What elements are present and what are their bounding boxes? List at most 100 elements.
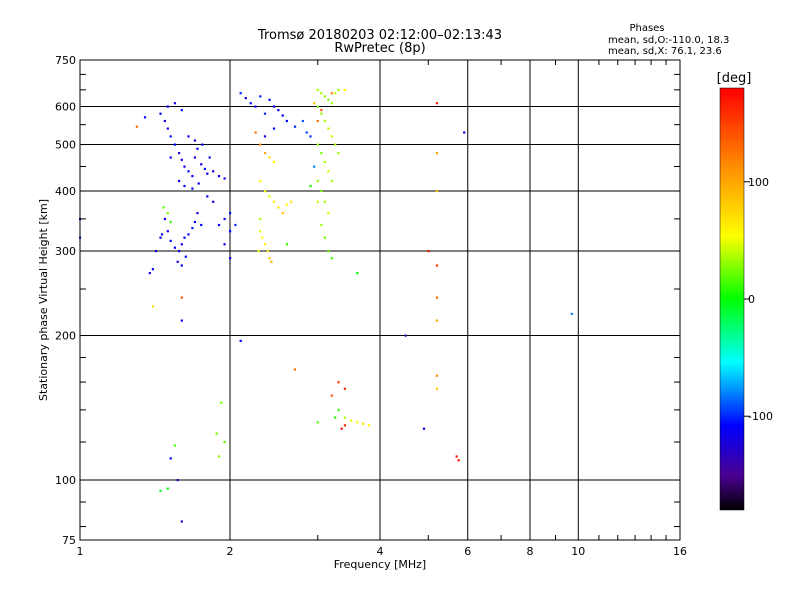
data-point [178, 179, 181, 183]
x-tick-label: 8 [527, 545, 534, 558]
data-point [191, 187, 194, 190]
stats-line-x: mean, sd,X: 76.1, 23.6 [608, 46, 722, 57]
data-point [334, 92, 337, 95]
x-tick-label: 2 [227, 545, 234, 558]
data-point [272, 105, 276, 108]
data-point [183, 236, 186, 239]
data-point [316, 200, 319, 203]
colorbar-tick-label: 100 [748, 176, 769, 189]
data-point [435, 102, 438, 105]
data-point [316, 421, 319, 424]
data-point [457, 459, 460, 462]
data-point [166, 105, 169, 108]
data-point [435, 190, 438, 193]
grid-lines [80, 60, 680, 540]
chart-subtitle: RwPretec (8p) [334, 41, 425, 56]
data-point [301, 119, 304, 123]
data-point [162, 206, 165, 209]
y-tick-label: 600 [55, 101, 76, 114]
data-point [143, 116, 147, 119]
data-point [259, 230, 262, 233]
data-point [435, 296, 438, 299]
data-point [180, 158, 183, 161]
data-point [229, 212, 232, 215]
data-point [257, 250, 260, 253]
data-point [261, 236, 264, 239]
x-tick-labels: 1 2 4 6 8 10 16 [77, 545, 688, 558]
data-point [327, 212, 330, 215]
colorbar-unit-label: [deg] [717, 71, 752, 86]
data-point [316, 105, 319, 108]
data-point [223, 177, 226, 180]
data-point [343, 424, 346, 427]
data-point [330, 394, 333, 397]
data-point [463, 131, 466, 134]
data-point [367, 424, 371, 427]
data-point [320, 190, 323, 193]
data-point [337, 381, 340, 384]
y-tick-label: 400 [55, 185, 76, 198]
data-point [281, 114, 284, 117]
data-point [272, 160, 276, 164]
data-point [277, 109, 280, 112]
data-point [193, 139, 196, 142]
data-point [217, 223, 221, 227]
data-point [212, 170, 215, 173]
x-tick-label: 10 [571, 545, 585, 558]
data-point [135, 125, 138, 128]
data-point [206, 195, 209, 198]
data-point [268, 98, 271, 101]
data-point [169, 156, 172, 159]
data-points [79, 88, 573, 523]
x-tick-label: 1 [77, 545, 84, 558]
data-point [334, 416, 337, 419]
data-point [200, 163, 203, 166]
stats-header: Phases [629, 23, 664, 34]
data-point [268, 257, 271, 260]
x-tick-label: 6 [464, 545, 471, 558]
data-point [343, 88, 346, 91]
data-point [263, 243, 267, 246]
data-point [212, 200, 215, 203]
data-point [173, 143, 176, 146]
data-point [309, 184, 312, 188]
data-point [151, 268, 154, 271]
y-tick-labels: 75 100 200 300 400 500 600 750 [55, 54, 76, 547]
data-point [281, 212, 284, 215]
data-point [159, 236, 162, 239]
data-point [320, 92, 323, 95]
data-point [263, 112, 267, 115]
data-point [187, 170, 190, 173]
data-point [187, 233, 190, 236]
data-point [337, 88, 340, 91]
data-point [404, 334, 407, 337]
data-point [187, 135, 190, 138]
data-point [327, 250, 330, 253]
data-point [183, 165, 186, 168]
data-point [254, 105, 257, 108]
data-point [272, 200, 276, 203]
data-point [323, 236, 326, 239]
colorbar-tick-label: -100 [748, 410, 773, 423]
data-point [259, 217, 262, 221]
data-point [180, 264, 183, 267]
data-point [166, 487, 169, 490]
data-point [259, 143, 262, 146]
data-point [455, 455, 458, 458]
x-tick-label: 4 [377, 545, 384, 558]
data-point [197, 182, 200, 185]
data-point [169, 457, 172, 460]
axis-ticks [80, 60, 680, 540]
data-point [435, 264, 438, 267]
data-point [249, 102, 252, 105]
data-point [148, 272, 151, 275]
data-point [316, 179, 319, 183]
data-point [208, 156, 211, 159]
data-point [330, 257, 333, 260]
data-point [316, 143, 319, 146]
data-point [239, 339, 242, 342]
data-point [178, 250, 181, 253]
data-point [343, 416, 346, 419]
data-point [277, 206, 280, 209]
